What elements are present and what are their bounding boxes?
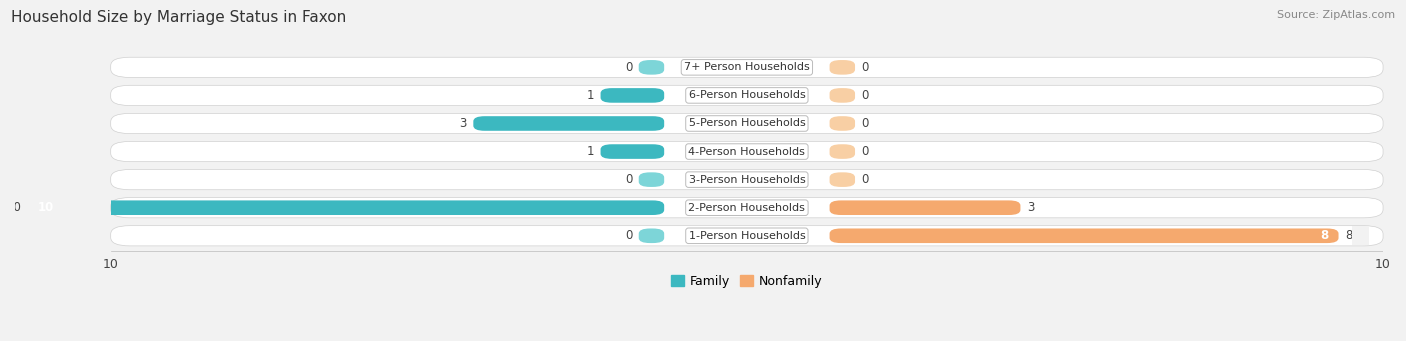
FancyBboxPatch shape xyxy=(830,60,855,75)
Text: 7+ Person Households: 7+ Person Households xyxy=(683,62,810,72)
Text: 2-Person Households: 2-Person Households xyxy=(689,203,806,213)
FancyBboxPatch shape xyxy=(111,85,1384,105)
FancyBboxPatch shape xyxy=(111,197,1384,218)
FancyBboxPatch shape xyxy=(600,88,664,103)
FancyBboxPatch shape xyxy=(111,57,1384,77)
Text: 3: 3 xyxy=(460,117,467,130)
Text: 0: 0 xyxy=(862,145,869,158)
Text: 1: 1 xyxy=(586,145,595,158)
Text: 3: 3 xyxy=(1026,201,1035,214)
FancyBboxPatch shape xyxy=(600,144,664,159)
FancyBboxPatch shape xyxy=(830,144,855,159)
Text: 1: 1 xyxy=(586,89,595,102)
FancyBboxPatch shape xyxy=(830,88,855,103)
FancyBboxPatch shape xyxy=(830,201,1021,215)
Text: Household Size by Marriage Status in Faxon: Household Size by Marriage Status in Fax… xyxy=(11,10,346,25)
Text: 10: 10 xyxy=(38,201,53,214)
FancyBboxPatch shape xyxy=(111,169,1384,190)
Text: 6-Person Households: 6-Person Households xyxy=(689,90,806,100)
Text: 0: 0 xyxy=(862,89,869,102)
FancyBboxPatch shape xyxy=(111,226,1384,246)
Text: 0: 0 xyxy=(862,61,869,74)
FancyBboxPatch shape xyxy=(830,116,855,131)
Text: 0: 0 xyxy=(626,229,633,242)
FancyBboxPatch shape xyxy=(28,201,664,215)
FancyBboxPatch shape xyxy=(638,228,664,243)
FancyBboxPatch shape xyxy=(111,142,1384,162)
Text: 1-Person Households: 1-Person Households xyxy=(689,231,806,241)
Text: 0: 0 xyxy=(626,61,633,74)
Text: 0: 0 xyxy=(862,173,869,186)
FancyBboxPatch shape xyxy=(830,228,1339,243)
FancyBboxPatch shape xyxy=(638,172,664,187)
Text: 10: 10 xyxy=(7,201,21,214)
FancyBboxPatch shape xyxy=(638,60,664,75)
Text: 4-Person Households: 4-Person Households xyxy=(689,147,806,157)
Text: 3-Person Households: 3-Person Households xyxy=(689,175,806,184)
FancyBboxPatch shape xyxy=(111,114,1384,134)
Text: 0: 0 xyxy=(862,117,869,130)
Text: 8: 8 xyxy=(1346,229,1353,242)
Text: Source: ZipAtlas.com: Source: ZipAtlas.com xyxy=(1277,10,1395,20)
FancyBboxPatch shape xyxy=(474,116,664,131)
Text: 5-Person Households: 5-Person Households xyxy=(689,118,806,129)
Text: 8: 8 xyxy=(1320,229,1329,242)
FancyBboxPatch shape xyxy=(830,172,855,187)
Text: 0: 0 xyxy=(626,173,633,186)
Legend: Family, Nonfamily: Family, Nonfamily xyxy=(666,270,828,293)
